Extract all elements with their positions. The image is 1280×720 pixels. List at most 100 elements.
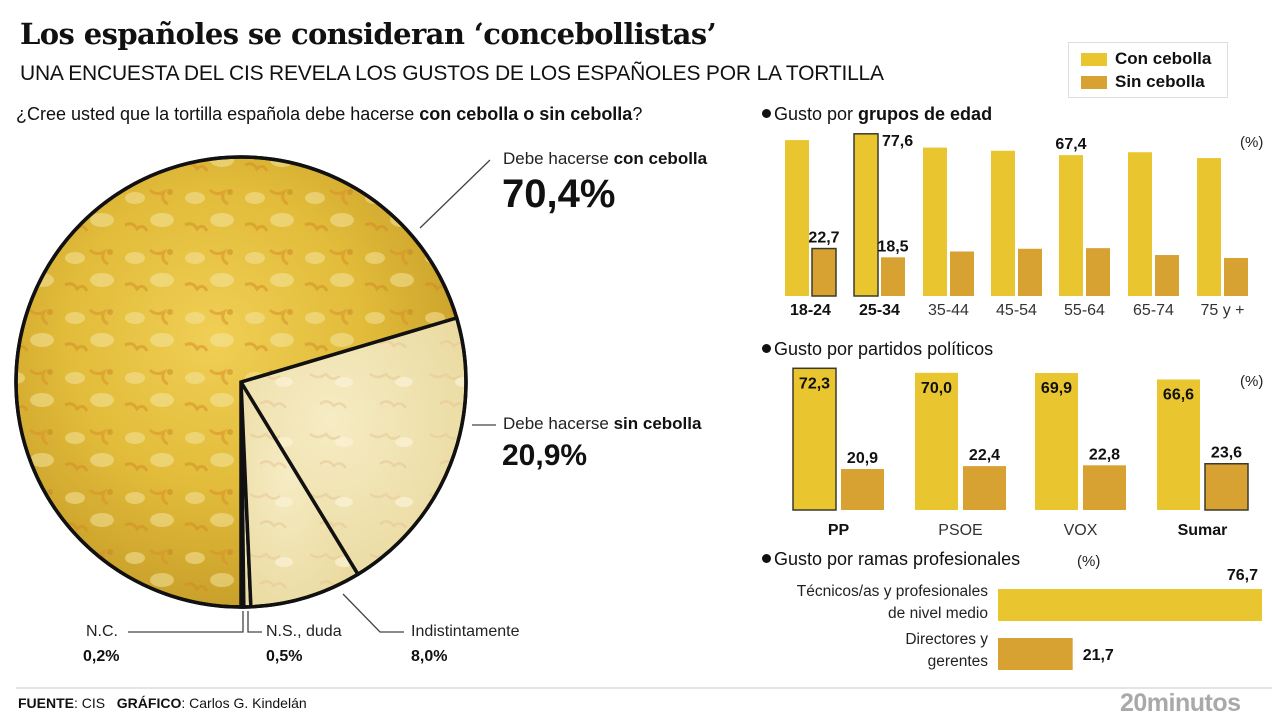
age-category-label-18-24: 18-24 [790, 302, 831, 319]
prof-value-label-0: 76,7 [1227, 567, 1258, 584]
source-label: FUENTE [18, 695, 74, 711]
party-value-label-con-Sumar: 66,6 [1163, 386, 1194, 403]
age-bar-con-45-54 [991, 150, 1015, 296]
pie-label-nc: N.C. [86, 623, 118, 640]
pie-label-sin: Debe hacerse sin cebolla [503, 414, 701, 434]
page-title: Los españoles se consideran ‘concebollis… [20, 17, 717, 51]
party-bar-sin-Sumar [1204, 462, 1249, 511]
question-prefix: ¿Cree usted que la tortilla española deb… [16, 104, 420, 124]
footer-credits: FUENTE: CIS GRÁFICO: Carlos G. Kindelán [18, 695, 307, 711]
prof-row-label-1-line-1: gerentes [927, 653, 988, 670]
pie-value-ns: 0,5% [266, 648, 303, 665]
prof-row-label-0-line-0: Técnicos/as y profesionales [796, 583, 988, 600]
age-bar-chart: 22,7 18-24 77,6 18,5 25-34 35-44 45-54 67,4 55-6… [785, 133, 1248, 319]
bullet-icon [762, 554, 771, 563]
pie-slice-texture-con [15, 157, 457, 607]
pie-label-con-prefix: Debe hacerse [503, 149, 614, 168]
age-bar-sin-35-44 [950, 251, 974, 296]
party-category-label-PP: PP [828, 522, 850, 539]
bullet-icon [762, 109, 771, 118]
party-bar-chart: 72,3 20,9 PP 70,0 22,4 PSOE 69,9 22,8 VOX 66,6 23,… [792, 367, 1249, 539]
party-category-label-Sumar: Sumar [1178, 522, 1228, 539]
bullet-icon [762, 344, 771, 353]
pie-chart [14, 155, 496, 633]
party-bar-sin-VOX [1083, 465, 1126, 510]
age-category-label-55-64: 55-64 [1064, 302, 1105, 319]
legend: Con cebolla Sin cebolla [1068, 42, 1228, 98]
party-value-label-con-PSOE: 70,0 [921, 380, 952, 397]
legend-item-con: Con cebolla [1081, 49, 1211, 69]
party-unit-note: (%) [1240, 373, 1264, 390]
pie-slice-texture-ind [241, 382, 358, 607]
age-bar-con-18-24 [785, 140, 809, 296]
age-bar-sin-75 y + [1224, 257, 1248, 296]
age-value-label-sin-25-34: 18,5 [877, 238, 908, 255]
age-unit-note: (%) [1240, 134, 1264, 151]
source-value: : CIS [74, 695, 106, 711]
legend-label-sin: Sin cebolla [1115, 72, 1205, 91]
age-title-prefix: Gusto por [774, 104, 859, 124]
age-bar-con-35-44 [923, 147, 947, 296]
prof-bar-0 [998, 589, 1262, 621]
prof-row-label-0: Técnicos/as y profesionales de nivel med… [797, 581, 988, 625]
prof-bar-1 [998, 638, 1073, 670]
graphic-label: GRÁFICO [116, 695, 182, 711]
pie-label-ind: Indistintamente [411, 623, 520, 640]
age-category-label-35-44: 35-44 [928, 302, 969, 319]
question-suffix: ? [632, 104, 643, 124]
party-value-label-con-PP: 72,3 [799, 375, 830, 392]
pie-slices [14, 155, 468, 609]
page-subtitle: UNA ENCUESTA DEL CIS REVELA LOS GUSTOS D… [20, 62, 884, 85]
legend-swatch-con [1081, 52, 1107, 66]
prof-bar-chart: 76,7 21,7 [998, 567, 1262, 670]
party-value-label-sin-PSOE: 22,4 [969, 447, 1000, 464]
leader-line-ind [342, 593, 404, 633]
age-value-label-con-25-34: 77,6 [882, 133, 913, 150]
pie-value-ind: 8,0% [411, 648, 448, 665]
pie-label-ns: N.S., duda [266, 623, 342, 640]
party-bar-con-VOX [1035, 372, 1078, 510]
age-bar-con-75 y + [1197, 158, 1221, 296]
party-category-label-VOX: VOX [1064, 522, 1098, 539]
party-bar-con-PP [792, 367, 837, 511]
legend-item-sin: Sin cebolla [1081, 72, 1205, 92]
age-bar-sin-18-24 [811, 247, 837, 297]
pie-question: ¿Cree usted que la tortilla española deb… [16, 104, 642, 125]
pie-label-con: Debe hacerse con cebolla [503, 149, 707, 169]
age-value-label-con-55-64: 67,4 [1055, 136, 1086, 153]
prof-row-label-1-line-0: Directores y [905, 631, 988, 648]
prof-section-title: Gusto por ramas profesionales [762, 549, 1020, 570]
brand-logo: 20minutos [1120, 689, 1241, 717]
pie-value-nc: 0,2% [83, 648, 120, 665]
party-bar-con-PSOE [915, 372, 958, 510]
pie-outline [14, 155, 468, 609]
age-bar-con-25-34 [853, 133, 879, 297]
age-bar-sin-45-54 [1018, 248, 1042, 296]
party-section-title: Gusto por partidos políticos [762, 339, 993, 360]
age-bar-sin-65-74 [1155, 255, 1179, 296]
leader-line-con [419, 159, 491, 229]
pie-slice-texture-sin [241, 317, 466, 575]
age-category-label-25-34: 25-34 [859, 302, 900, 319]
age-bar-sin-55-64 [1086, 248, 1110, 296]
prof-title: Gusto por ramas profesionales [774, 549, 1021, 569]
pie-label-sin-prefix: Debe hacerse [503, 414, 614, 433]
age-category-label-45-54: 45-54 [996, 302, 1037, 319]
pie-value-sin: 20,9% [502, 439, 588, 472]
party-title: Gusto por partidos políticos [774, 339, 994, 359]
age-category-label-65-74: 65-74 [1133, 302, 1174, 319]
party-category-label-PSOE: PSOE [938, 522, 982, 539]
prof-row-label-0-line-1: de nivel medio [888, 605, 988, 622]
party-value-label-sin-VOX: 22,8 [1089, 446, 1120, 463]
age-category-label-75 y +: 75 y + [1200, 302, 1244, 319]
age-title-bold: grupos de edad [858, 104, 993, 124]
question-bold: con cebolla o sin cebolla [419, 104, 633, 124]
prof-value-label-1: 21,7 [1083, 647, 1114, 664]
party-value-label-sin-PP: 20,9 [847, 450, 878, 467]
pie-value-con: 70,4% [502, 172, 616, 216]
pie-label-sin-bold: sin cebolla [613, 414, 702, 433]
party-bar-sin-PSOE [963, 466, 1006, 510]
leader-line-ns [247, 611, 262, 633]
pie-label-con-bold: con cebolla [613, 149, 708, 168]
pie-leader-lines [128, 159, 496, 633]
